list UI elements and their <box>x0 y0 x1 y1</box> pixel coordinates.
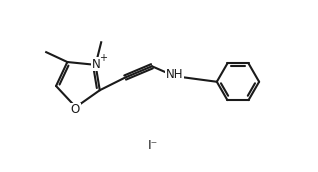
Text: +: + <box>99 52 107 62</box>
Text: NH: NH <box>166 68 183 81</box>
Text: N: N <box>92 57 100 71</box>
Text: O: O <box>71 104 80 116</box>
Text: I⁻: I⁻ <box>148 139 158 152</box>
